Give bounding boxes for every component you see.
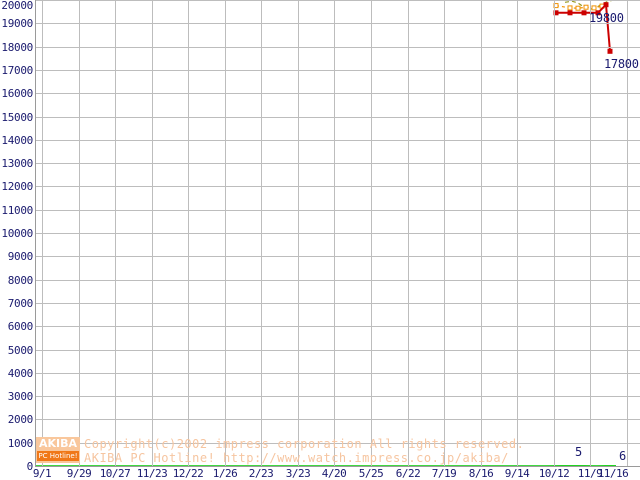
- gridline-horizontal: [35, 47, 640, 48]
- data-point-label: 6: [619, 449, 627, 463]
- gridline-horizontal: [35, 70, 640, 71]
- y-axis-line: [35, 0, 36, 467]
- gridline-vertical: [115, 0, 116, 467]
- gridline-horizontal: [35, 140, 640, 141]
- y-tick-label: 4000: [7, 367, 34, 380]
- gridline-horizontal: [35, 163, 640, 164]
- y-tick-label: 9000: [7, 250, 34, 263]
- x-tick-label: 8/16: [468, 467, 494, 480]
- gridline-vertical: [444, 0, 445, 467]
- gridline-vertical: [627, 0, 628, 467]
- y-axis-ticks: 20000 19000 18000 17000 16000 15000 14000 13000…: [0, 0, 33, 480]
- gridline-vertical: [261, 0, 262, 467]
- series-marker-red-solid: [581, 10, 587, 16]
- data-point-label: 19800: [589, 11, 624, 25]
- gridline-horizontal: [35, 326, 640, 327]
- y-tick-label: 14000: [1, 134, 33, 147]
- gridline-horizontal: [35, 419, 640, 420]
- x-tick-label: 4/20: [321, 467, 347, 480]
- y-tick-label: 10000: [1, 227, 33, 240]
- series-line-orange-dashed: [555, 5, 603, 9]
- y-tick-label: 0: [26, 460, 34, 473]
- series-layer: [35, 0, 616, 467]
- gridline-horizontal: [35, 23, 640, 24]
- y-tick-label: 1000: [7, 437, 34, 450]
- x-tick-label: 9/14: [504, 467, 530, 480]
- plot-area: [35, 0, 640, 467]
- x-tick-label: 11/9: [577, 467, 603, 480]
- y-tick-label: 2000: [7, 413, 34, 426]
- gridline-horizontal: [35, 93, 640, 94]
- gridline-vertical: [481, 0, 482, 467]
- x-tick-label: 12/22: [172, 467, 204, 480]
- series-marker-orange-dashed: [583, 4, 589, 10]
- series-marker-orange-dashed: [567, 5, 573, 11]
- gridline-vertical: [188, 0, 189, 467]
- gridline-horizontal: [35, 373, 640, 374]
- y-tick-label: 20000: [1, 0, 33, 12]
- gridline-horizontal: [35, 233, 640, 234]
- x-tick-label: 2/23: [248, 467, 274, 480]
- y-tick-label: 17000: [1, 64, 33, 77]
- x-tick-label: 11/23: [136, 467, 168, 480]
- series-marker-red-solid: [595, 10, 601, 16]
- gridline-vertical: [298, 0, 299, 467]
- x-tick-label: 10/12: [538, 467, 570, 480]
- series-marker-red-solid: [607, 48, 613, 54]
- x-tick-label: 10/27: [99, 467, 131, 480]
- y-tick-label: 11000: [1, 204, 33, 217]
- gridline-horizontal: [35, 0, 640, 1]
- gridline-horizontal: [35, 117, 640, 118]
- gridline-vertical: [408, 0, 409, 467]
- gridline-vertical: [79, 0, 80, 467]
- x-tick-label: 11/16: [597, 467, 629, 480]
- series-marker-orange-dashed: [591, 5, 597, 11]
- gridline-vertical: [152, 0, 153, 467]
- y-tick-label: 8000: [7, 274, 34, 287]
- gridline-horizontal: [35, 256, 640, 257]
- series-marker-orange-dashed: [575, 5, 581, 11]
- gridline-vertical: [334, 0, 335, 467]
- gridline-vertical: [371, 0, 372, 467]
- y-tick-label: 12000: [1, 180, 33, 193]
- gridline-horizontal: [35, 396, 640, 397]
- y-tick-label: 6000: [7, 320, 34, 333]
- gridline-horizontal: [35, 280, 640, 281]
- y-tick-label: 15000: [1, 111, 33, 124]
- x-tick-label: 9/29: [66, 467, 92, 480]
- y-tick-label: 18000: [1, 41, 33, 54]
- x-tick-label: 7/19: [431, 467, 457, 480]
- x-tick-label: 6/22: [395, 467, 421, 480]
- x-axis-line: [35, 466, 640, 467]
- gridline-vertical: [554, 0, 555, 467]
- x-tick-label: 5/25: [358, 467, 384, 480]
- gridline-horizontal: [35, 210, 640, 211]
- x-tick-label: 1/26: [212, 467, 238, 480]
- gridline-horizontal: [35, 186, 640, 187]
- gridline-vertical: [225, 0, 226, 467]
- y-tick-label: 16000: [1, 87, 33, 100]
- gridline-vertical: [517, 0, 518, 467]
- gridline-horizontal: [35, 350, 640, 351]
- y-tick-label: 13000: [1, 157, 33, 170]
- series-marker-red-solid: [603, 2, 609, 8]
- x-tick-label: 3/23: [285, 467, 311, 480]
- data-point-label: 5: [575, 445, 583, 459]
- gridline-horizontal: [35, 303, 640, 304]
- y-tick-label: 7000: [7, 297, 34, 310]
- y-tick-label: 3000: [7, 390, 34, 403]
- gridline-vertical: [590, 0, 591, 467]
- series-marker-red-solid: [567, 10, 573, 16]
- gridline-horizontal: [35, 443, 640, 444]
- x-tick-label: 9/1: [32, 467, 52, 480]
- gridline-vertical: [42, 0, 43, 467]
- y-tick-label: 19000: [1, 17, 33, 30]
- data-point-label: 17800: [604, 57, 639, 71]
- y-tick-label: 5000: [7, 344, 34, 357]
